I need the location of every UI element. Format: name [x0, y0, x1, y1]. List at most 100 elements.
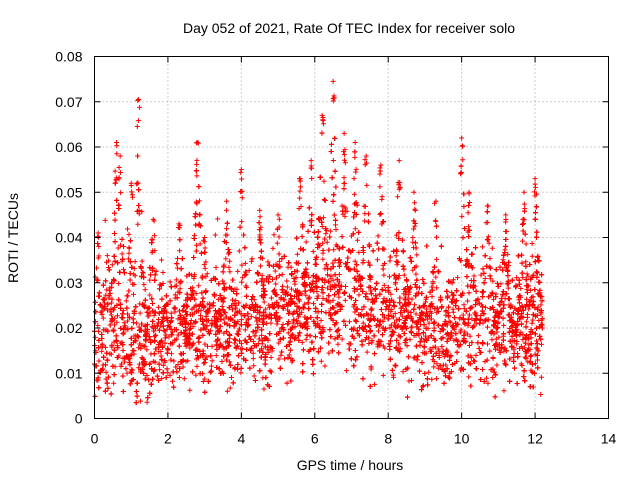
- data-point: [496, 334, 502, 340]
- data-point: [488, 276, 494, 282]
- data-point: [126, 231, 132, 237]
- data-point: [430, 345, 436, 351]
- data-point: [276, 258, 282, 264]
- data-point: [198, 307, 204, 313]
- data-point: [381, 282, 387, 288]
- data-point: [538, 392, 544, 398]
- data-point: [393, 253, 399, 259]
- data-point: [254, 318, 260, 324]
- data-point: [374, 257, 380, 263]
- data-point: [215, 216, 221, 222]
- data-point: [125, 318, 131, 324]
- data-point: [276, 273, 282, 279]
- data-point: [248, 314, 254, 320]
- data-point: [522, 354, 528, 360]
- data-point: [119, 251, 125, 257]
- data-point: [292, 281, 298, 287]
- data-point: [257, 317, 263, 323]
- data-point: [303, 239, 309, 245]
- data-point: [450, 306, 456, 312]
- data-point: [483, 304, 489, 310]
- data-point: [259, 332, 265, 338]
- data-point: [390, 372, 396, 378]
- data-point: [278, 352, 284, 358]
- data-point: [386, 341, 392, 347]
- data-point: [489, 245, 495, 251]
- data-point: [526, 342, 532, 348]
- data-point: [121, 266, 127, 272]
- data-point: [321, 178, 327, 184]
- data-point: [468, 305, 474, 311]
- data-point: [152, 277, 158, 283]
- data-point: [501, 388, 507, 394]
- data-point: [459, 213, 465, 219]
- data-point: [399, 313, 405, 319]
- data-point: [447, 375, 453, 381]
- data-point: [318, 317, 324, 323]
- data-point: [527, 359, 533, 365]
- data-point: [381, 295, 387, 301]
- data-point: [333, 217, 339, 223]
- data-point: [286, 352, 292, 358]
- data-point: [227, 258, 233, 264]
- data-point: [466, 374, 472, 380]
- data-point: [351, 191, 357, 197]
- data-point: [342, 297, 348, 303]
- data-point: [443, 312, 449, 318]
- data-point: [501, 348, 507, 354]
- data-point: [136, 345, 142, 351]
- data-point: [400, 369, 406, 375]
- data-point: [433, 274, 439, 280]
- data-point: [194, 363, 200, 369]
- data-point: [265, 259, 271, 265]
- data-point: [219, 304, 225, 310]
- data-point: [343, 368, 349, 374]
- data-point: [168, 310, 174, 316]
- data-point: [318, 358, 324, 364]
- data-point: [181, 376, 187, 382]
- data-point: [126, 250, 132, 256]
- data-point: [523, 241, 529, 247]
- data-point: [327, 228, 333, 234]
- data-point: [490, 278, 496, 284]
- data-point: [309, 339, 315, 345]
- data-point: [320, 240, 326, 246]
- data-point: [297, 195, 303, 201]
- data-point: [374, 341, 380, 347]
- data-point: [475, 333, 481, 339]
- data-point: [395, 194, 401, 200]
- data-point: [487, 255, 493, 261]
- data-point: [514, 341, 520, 347]
- data-point: [111, 322, 117, 328]
- data-point: [133, 320, 139, 326]
- data-point: [354, 287, 360, 293]
- data-point: [532, 361, 538, 367]
- data-point: [175, 316, 181, 322]
- data-point: [362, 218, 368, 224]
- data-point: [434, 310, 440, 316]
- data-point: [493, 267, 499, 273]
- data-point: [343, 205, 349, 211]
- data-point: [423, 333, 429, 339]
- data-point: [118, 190, 124, 196]
- data-point: [354, 237, 360, 243]
- data-point: [174, 265, 180, 271]
- data-point: [464, 331, 470, 337]
- data-point: [450, 277, 456, 283]
- data-point: [335, 282, 341, 288]
- data-point: [339, 336, 345, 342]
- data-point: [171, 305, 177, 311]
- data-point: [196, 184, 202, 190]
- data-point: [356, 292, 362, 298]
- data-point: [196, 283, 202, 289]
- data-point: [530, 317, 536, 323]
- data-point: [285, 264, 291, 270]
- data-point: [341, 175, 347, 181]
- data-point: [147, 292, 153, 298]
- data-point: [203, 259, 209, 265]
- data-point: [300, 361, 306, 367]
- data-point: [204, 343, 210, 349]
- data-point: [346, 319, 352, 325]
- data-point: [524, 311, 530, 317]
- data-point: [160, 362, 166, 368]
